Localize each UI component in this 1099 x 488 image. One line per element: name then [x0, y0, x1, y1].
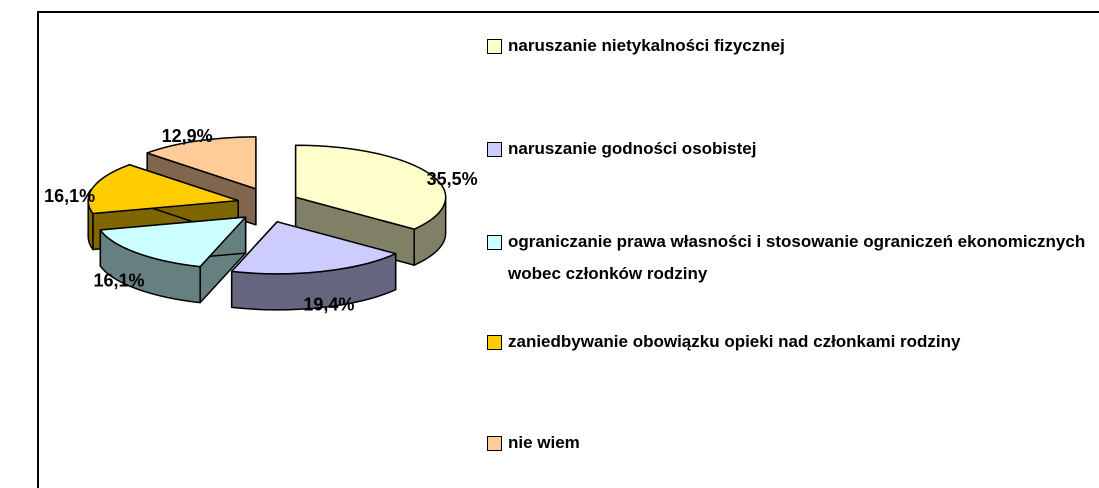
slice — [230, 221, 397, 275]
slice — [99, 216, 247, 268]
legend-swatch — [487, 235, 502, 250]
data-label: 12,9% — [162, 126, 213, 146]
legend-swatch — [487, 39, 502, 54]
legend-item: naruszanie godności osobistej — [487, 133, 1088, 165]
slice — [87, 163, 239, 215]
legend-swatch — [487, 436, 502, 451]
data-label: 19,4% — [303, 295, 354, 315]
legend-swatch — [487, 335, 502, 350]
data-label: 16,1% — [93, 271, 144, 291]
legend-swatch — [487, 142, 502, 157]
legend-label: ograniczanie prawa własności i stosowani… — [508, 232, 1086, 283]
legend-label: zaniedbywanie obowiązku opieki nad człon… — [508, 332, 961, 351]
legend-item: ograniczanie prawa własności i stosowani… — [487, 226, 1088, 290]
data-label: 16,1% — [44, 186, 95, 206]
slice — [146, 136, 257, 190]
legend-item: naruszanie nietykalności fizycznej — [487, 30, 1088, 62]
legend-label: naruszanie godności osobistej — [508, 139, 757, 158]
legend-label: naruszanie nietykalności fizycznej — [508, 36, 785, 55]
legend-label: nie wiem — [508, 433, 580, 452]
legend-item: zaniedbywanie obowiązku opieki nad człon… — [487, 326, 1088, 358]
legend-item: nie wiem — [487, 427, 1088, 459]
slice — [294, 144, 447, 230]
data-label: 35,5% — [427, 169, 478, 189]
